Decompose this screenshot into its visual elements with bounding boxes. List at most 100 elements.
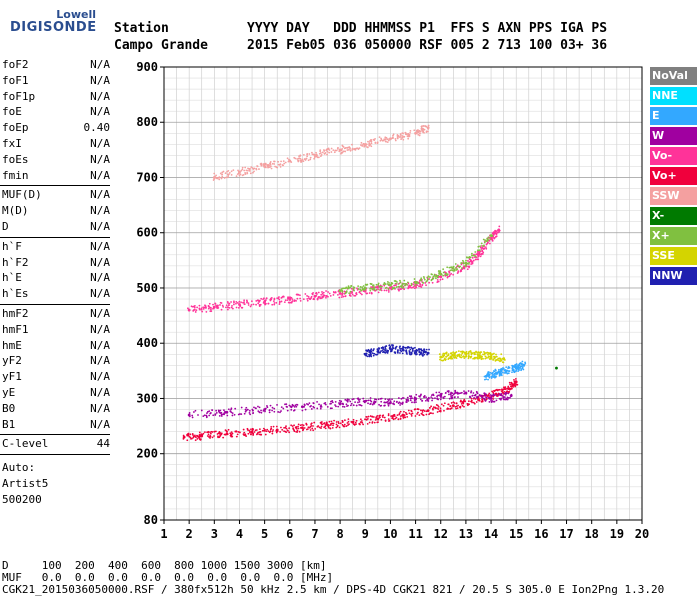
param-row-b-0: MUF(D) N/A — [2, 188, 110, 202]
data-point — [410, 352, 413, 354]
data-point — [406, 283, 409, 286]
param-row-a-0: foF2 N/A — [2, 58, 110, 72]
data-point — [412, 283, 414, 286]
data-point — [302, 298, 305, 301]
data-point — [344, 147, 347, 149]
data-point — [401, 352, 404, 355]
data-point — [478, 393, 481, 396]
data-point — [260, 433, 262, 436]
data-point — [352, 418, 355, 421]
data-point — [437, 270, 440, 272]
data-point — [401, 135, 404, 137]
data-point — [438, 410, 441, 413]
data-point — [483, 241, 486, 244]
data-point — [303, 404, 306, 407]
param-value: N/A — [90, 73, 110, 87]
param-value: N/A — [90, 417, 110, 431]
data-point — [227, 408, 230, 411]
data-point — [475, 396, 478, 398]
data-point — [409, 131, 411, 134]
data-point — [269, 160, 272, 163]
data-point — [242, 428, 245, 431]
data-point — [334, 400, 337, 403]
data-point — [424, 399, 427, 402]
param-separator — [0, 304, 110, 305]
data-point — [415, 130, 418, 133]
data-point — [313, 157, 316, 160]
data-point — [476, 258, 479, 261]
y-tick-label: 80 — [144, 513, 158, 527]
data-point — [460, 354, 463, 357]
data-point — [267, 302, 270, 305]
data-point — [257, 431, 259, 434]
data-point — [227, 169, 230, 172]
data-point — [329, 402, 331, 405]
data-point — [392, 134, 394, 137]
data-point — [502, 391, 504, 394]
data-point — [502, 367, 505, 370]
data-point — [442, 274, 445, 277]
data-point — [477, 254, 480, 257]
data-point — [289, 405, 292, 408]
data-point — [376, 286, 378, 289]
data-point — [490, 399, 492, 402]
data-point — [219, 301, 222, 304]
data-point — [465, 259, 467, 262]
data-point — [445, 355, 448, 358]
data-point — [220, 411, 223, 414]
data-point — [356, 287, 358, 290]
data-point — [220, 432, 223, 435]
data-point — [423, 277, 426, 280]
data-point — [311, 293, 314, 296]
data-point — [367, 402, 369, 405]
data-point — [241, 306, 244, 309]
data-point — [333, 151, 336, 154]
data-point — [252, 303, 255, 306]
data-point — [290, 406, 293, 409]
series-vo — [182, 378, 519, 442]
param-name: hmF2 — [2, 307, 29, 320]
data-point — [482, 357, 484, 360]
data-point — [492, 231, 495, 234]
data-point — [359, 421, 362, 423]
data-point — [479, 255, 482, 258]
data-point — [491, 353, 494, 356]
data-point — [491, 239, 494, 242]
param-name: h`F — [2, 239, 22, 253]
data-point — [351, 291, 354, 294]
data-point — [241, 168, 244, 171]
data-point — [448, 275, 451, 278]
data-point — [336, 147, 339, 150]
data-point — [405, 349, 408, 351]
data-point — [522, 368, 525, 371]
logo-line1: Lowell — [56, 8, 96, 21]
data-point — [421, 284, 424, 287]
data-point — [353, 294, 356, 297]
data-point — [346, 422, 349, 424]
data-point — [230, 408, 232, 411]
data-point — [463, 267, 466, 270]
data-point — [450, 352, 453, 354]
data-point — [190, 305, 193, 308]
data-point — [479, 253, 482, 256]
data-point — [435, 404, 438, 406]
data-point — [299, 294, 301, 297]
data-point — [381, 349, 384, 352]
data-point — [382, 416, 384, 419]
param-name: B0 — [2, 401, 16, 415]
data-point — [394, 138, 397, 140]
data-point — [426, 126, 430, 130]
data-point — [299, 299, 302, 302]
data-point — [250, 300, 253, 303]
data-point — [388, 344, 391, 347]
data-point — [442, 268, 445, 271]
data-point — [322, 291, 325, 294]
data-point — [399, 402, 402, 405]
data-point — [320, 293, 323, 296]
data-point — [221, 171, 224, 174]
legend-vo: Vo+ — [650, 167, 697, 185]
data-point — [370, 348, 373, 351]
data-point — [412, 286, 414, 289]
data-point — [328, 149, 331, 151]
data-point — [418, 353, 421, 356]
